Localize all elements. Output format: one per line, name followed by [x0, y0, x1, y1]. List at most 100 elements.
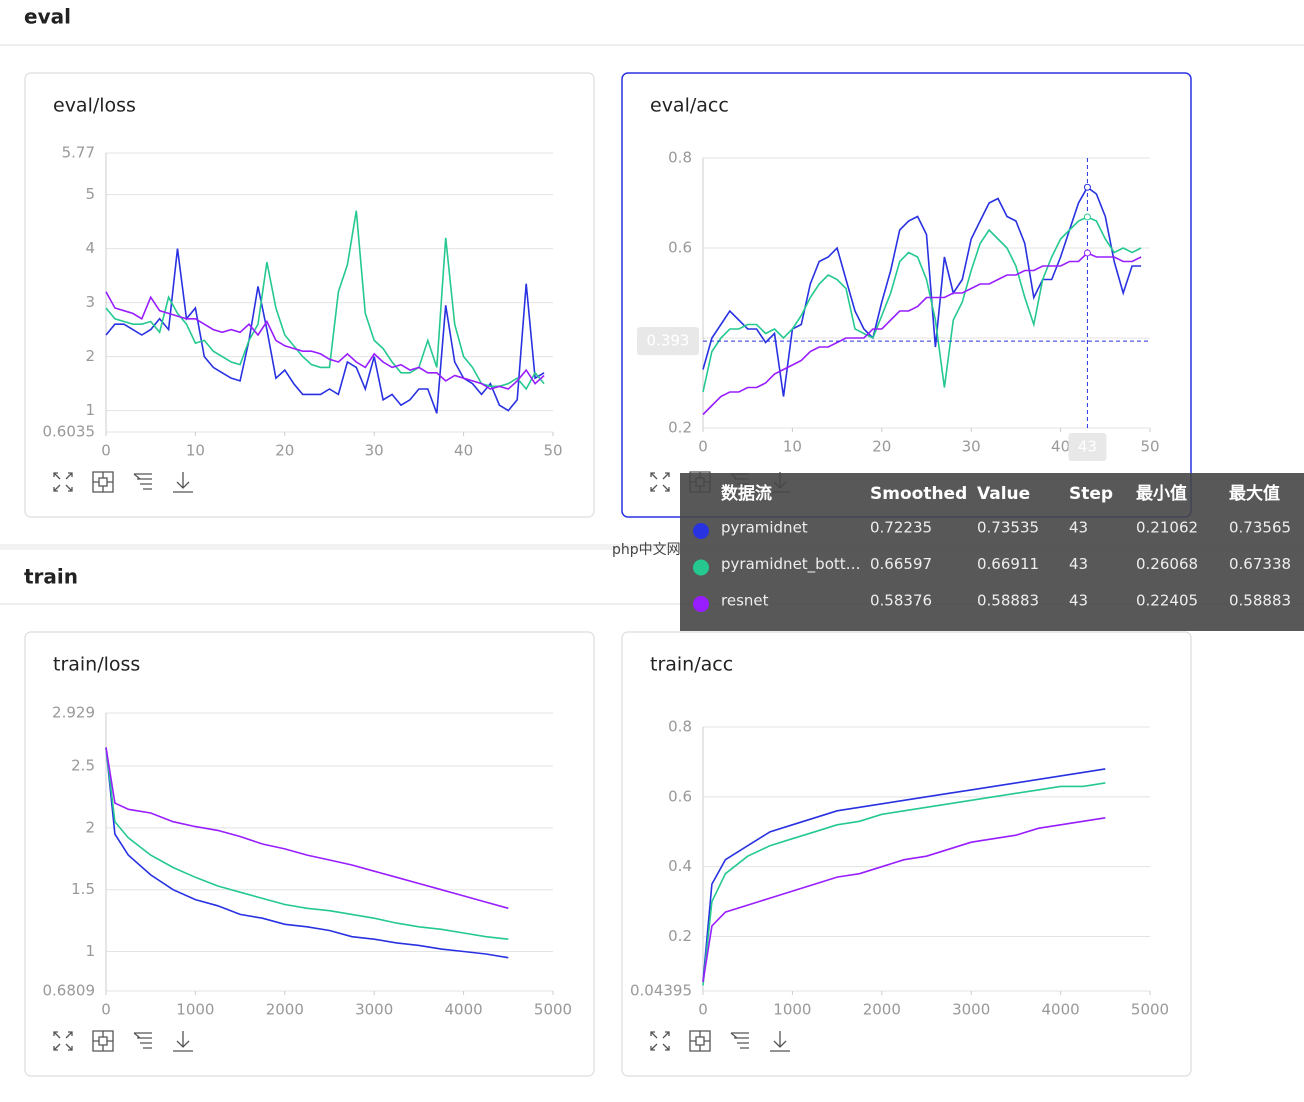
chart-title: train/loss: [53, 654, 140, 676]
tooltip-name: resnet: [721, 592, 769, 610]
x-tick-label: 40: [454, 442, 473, 460]
tooltip-cell: 0.21062: [1136, 519, 1198, 537]
x-tick-label: 20: [275, 442, 294, 460]
crosshair-point: [1083, 213, 1091, 221]
crosshair-x-label: 43: [1078, 438, 1097, 456]
tooltip-cell: 0.58883: [1229, 592, 1291, 610]
crosshair-point: [1083, 249, 1091, 257]
x-tick-label: 3000: [952, 1001, 990, 1019]
y-tick-label: 2: [85, 818, 95, 836]
tooltip-cell: 0.58883: [977, 592, 1039, 610]
x-tick-label: 3000: [355, 1001, 393, 1019]
tooltip-cell: 0.22405: [1136, 592, 1198, 610]
x-tick-label: 5000: [1131, 1001, 1169, 1019]
tooltip-cell: 0.66911: [977, 555, 1039, 573]
series-line: [105, 747, 509, 959]
toolbar-icon[interactable]: [650, 472, 670, 492]
series-line: [702, 782, 1106, 986]
tooltip-cell: 43: [1069, 555, 1088, 573]
x-tick-label: 0: [101, 1001, 111, 1019]
tooltip-header: 数据流: [721, 483, 772, 504]
watermark: php中文网: [612, 542, 681, 558]
tooltip-swatch: [693, 596, 709, 612]
chart-card[interactable]: [621, 631, 1192, 1077]
tooltip-name: pyramidnet: [721, 519, 808, 537]
x-tick-label: 30: [365, 442, 384, 460]
y-tick-label: 1.5: [71, 880, 95, 898]
y-tick-label: 3: [85, 293, 95, 311]
y-tick-label: 1: [85, 401, 95, 419]
y-tick-label: 5: [85, 185, 95, 203]
x-tick-label: 0: [698, 1001, 708, 1019]
y-tick-label: 0.4: [668, 857, 692, 875]
series-line: [702, 216, 1142, 393]
y-tick-label: 0.04395: [630, 982, 692, 1000]
toolbar-icon[interactable]: [92, 471, 114, 493]
tooltip-cell: 43: [1069, 519, 1088, 537]
x-tick-label: 5000: [534, 1001, 572, 1019]
tooltip-cell: 0.73565: [1229, 519, 1291, 537]
crosshair-label-bg: [1068, 433, 1107, 461]
series-line: [702, 768, 1106, 982]
toolbar-icon[interactable]: [650, 1031, 670, 1051]
x-tick-label: 50: [1140, 438, 1159, 456]
series-line: [105, 248, 545, 414]
x-tick-label: 2000: [266, 1001, 304, 1019]
x-tick-label: 10: [783, 438, 802, 456]
tooltip-header: 最小值: [1136, 483, 1187, 504]
toolbar-icon[interactable]: [53, 472, 73, 492]
toolbar-icon[interactable]: [689, 1030, 711, 1052]
section-title: train: [24, 565, 78, 589]
series-line: [105, 747, 509, 910]
tooltip-header: 最大值: [1229, 483, 1280, 504]
chart-card[interactable]: [24, 72, 595, 518]
y-tick-label: 0.6: [668, 239, 692, 257]
band: [0, 544, 1304, 550]
toolbar-icon[interactable]: [92, 1030, 114, 1052]
y-tick-label: 2.5: [71, 757, 95, 775]
series-line: [702, 817, 1106, 983]
toolbar-icon[interactable]: [730, 1032, 749, 1049]
toolbar-icon[interactable]: [173, 1031, 193, 1052]
y-tick-label: 1: [85, 942, 95, 960]
series-line: [702, 252, 1142, 416]
x-tick-label: 4000: [1042, 1001, 1080, 1019]
tooltip-cell: 0.66597: [870, 555, 932, 573]
y-tick-label: 0.2: [668, 927, 692, 945]
y-tick-label: 5.77: [62, 144, 95, 162]
y-tick-label: 0.6: [668, 787, 692, 805]
x-tick-label: 40: [1051, 438, 1070, 456]
y-tick-label: 2: [85, 347, 95, 365]
chart-card[interactable]: [24, 631, 595, 1077]
y-tick-label: 0.8: [668, 718, 692, 736]
toolbar-icon[interactable]: [770, 1031, 790, 1052]
y-tick-label: 2.929: [52, 704, 95, 722]
section-title: eval: [24, 5, 71, 29]
crosshair-point: [1083, 183, 1091, 191]
toolbar-icon[interactable]: [173, 472, 193, 493]
series-line: [105, 210, 545, 391]
tooltip-cell: 0.73535: [977, 519, 1039, 537]
x-tick-label: 20: [872, 438, 891, 456]
x-tick-label: 1000: [176, 1001, 214, 1019]
tooltip-cell: 0.58376: [870, 592, 932, 610]
chart-title: eval/loss: [53, 95, 136, 117]
tooltip-cell: 0.26068: [1136, 555, 1198, 573]
series-line: [105, 747, 509, 940]
toolbar-icon[interactable]: [133, 1032, 152, 1049]
series-line: [702, 186, 1142, 397]
toolbar-icon[interactable]: [53, 1031, 73, 1051]
series-line: [105, 291, 545, 390]
y-tick-label: 4: [85, 239, 95, 257]
toolbar-icon[interactable]: [133, 473, 152, 490]
crosshair-y-label: 0.393: [647, 332, 690, 350]
tooltip-swatch: [693, 559, 709, 576]
tooltip-header: Smoothed: [870, 484, 967, 504]
x-tick-label: 30: [962, 438, 981, 456]
x-tick-label: 2000: [863, 1001, 901, 1019]
x-tick-label: 1000: [773, 1001, 811, 1019]
x-tick-label: 4000: [445, 1001, 483, 1019]
chart-title: train/acc: [650, 654, 733, 676]
